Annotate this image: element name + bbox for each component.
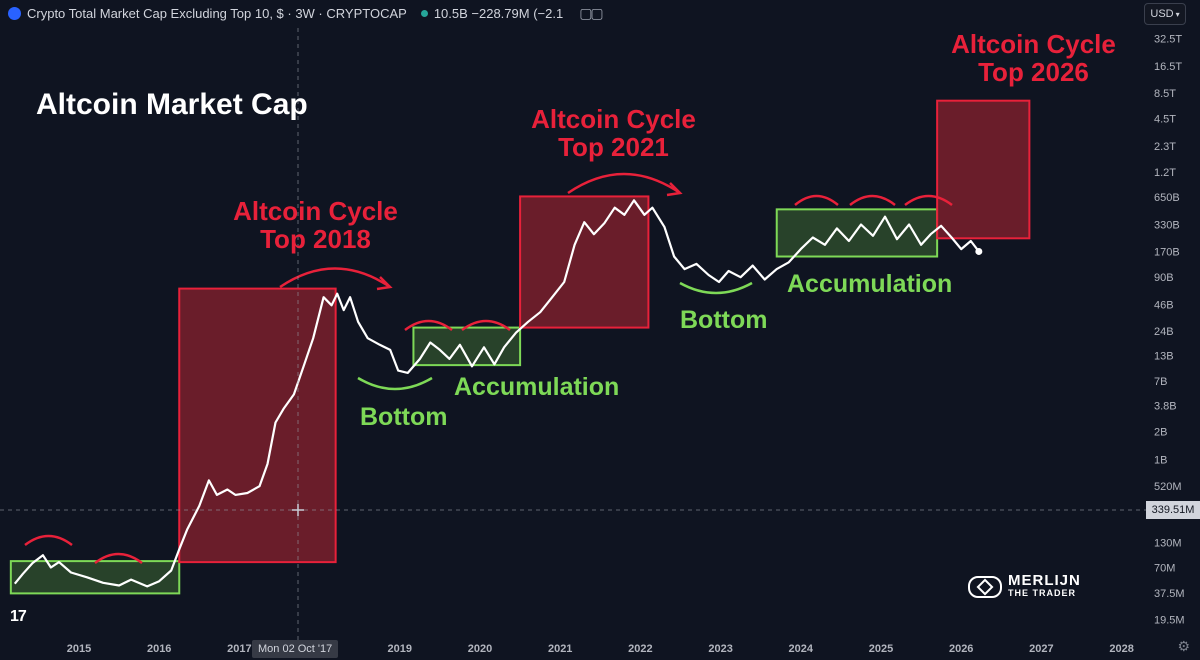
cycle-top-box-5	[936, 99, 1031, 240]
merlijn-subtitle: THE TRADER	[1008, 588, 1076, 598]
x-axis[interactable]: 2015201620172018201920202021202220232024…	[67, 643, 1134, 655]
red-hump-arc-0	[24, 534, 73, 547]
y-axis-tick-label: 90B	[1154, 272, 1174, 284]
y-axis-tick-label: 330B	[1154, 220, 1180, 232]
y-axis-tick-label: 16.5T	[1154, 61, 1182, 73]
label-top-2021-line1: Altcoin Cycle	[531, 104, 696, 134]
green-bottom-arc-1	[679, 281, 753, 295]
x-axis-tick-label: 2023	[708, 643, 732, 655]
label-accumulation-1: Accumulation	[454, 373, 620, 401]
red-hump-arc-4	[794, 194, 839, 206]
y-axis-tick-label: 2B	[1154, 427, 1167, 439]
market-status-dot	[420, 9, 428, 17]
gear-icon[interactable]: ⚙	[1177, 638, 1190, 654]
red-hump-arc-5	[849, 194, 896, 206]
red-hump-arc-3	[461, 319, 511, 332]
y-axis-tick-label: 1B	[1154, 455, 1167, 467]
x-axis-tick-label: 2026	[949, 643, 973, 655]
y-axis-tick-label: 130M	[1154, 537, 1182, 549]
merlijn-name: MERLIJN	[1008, 572, 1081, 589]
y-axis-tick-label: 13B	[1154, 351, 1174, 363]
ohlc-values: 10.5B −228.79M (−2.1	[433, 5, 564, 21]
label-top-2026-line1: Altcoin Cycle	[951, 29, 1116, 59]
y-axis-tick-label: 19.5M	[1154, 614, 1185, 626]
series-last-point-0	[975, 247, 983, 255]
accumulation-box-4	[775, 208, 939, 258]
red-hump-arc-1	[94, 552, 143, 565]
x-axis-tick-label: 2017	[227, 643, 251, 655]
label-bottom-1: Bottom	[360, 403, 448, 431]
y-axis-tick-label: 2.3T	[1154, 141, 1176, 153]
x-axis-tick-label: 2016	[147, 643, 171, 655]
red-arrow-arc-0	[279, 267, 391, 289]
cycle-top-box-1	[178, 287, 337, 564]
y-axis-tick-label: 520M	[1154, 481, 1182, 493]
crosshair-center-icon	[292, 504, 304, 516]
tradingview-logo[interactable]: 17	[10, 608, 27, 625]
y-axis-tick-label: 8.5T	[1154, 88, 1176, 100]
red-arrow-head-0	[376, 276, 393, 291]
x-axis-tick-label: 2028	[1109, 643, 1133, 655]
y-axis-tick-label: 70M	[1154, 563, 1175, 575]
merlijn-mark-icon	[968, 576, 1002, 598]
arc-annotations	[24, 172, 953, 565]
y-axis-tick-label: 3.8B	[1154, 401, 1177, 413]
x-axis-tick-label: 2027	[1029, 643, 1053, 655]
y-axis-tick-label: 46B	[1154, 299, 1174, 311]
label-top-2026: Altcoin Cycle Top 2026	[946, 30, 1121, 86]
y-axis[interactable]: 32.5T 16.5T 8.5T 4.5T 2.3T 1.2T 650B 330B 170B 90…	[1146, 28, 1200, 638]
currency-selector[interactable]: USD ▾	[1144, 3, 1186, 25]
chevron-down-icon: ▾	[1175, 9, 1180, 19]
accumulation-box-0	[9, 560, 181, 595]
y-axis-tick-label: 4.5T	[1154, 114, 1176, 126]
y-axis-tick-label: 37.5M	[1154, 588, 1185, 600]
green-bottom-arc-0	[357, 376, 433, 391]
y-axis-tick-label: 650B	[1154, 192, 1180, 204]
label-bottom-2: Bottom	[680, 306, 768, 334]
label-top-2018-line1: Altcoin Cycle	[233, 196, 398, 226]
layout-grid-icon[interactable]: ▢▢	[579, 4, 604, 21]
crosshair-price-label: 339.51M	[1146, 501, 1200, 519]
red-arrow-arc-1	[567, 172, 681, 195]
series-line-0	[13, 199, 980, 588]
y-axis-tick-label: 170B	[1154, 246, 1180, 258]
x-axis-tick-label: 2015	[67, 643, 91, 655]
label-top-2018: Altcoin Cycle Top 2018	[228, 197, 403, 253]
label-top-2021-line2: Top 2021	[558, 132, 669, 162]
x-axis-tick-label: 2021	[548, 643, 572, 655]
red-hump-arc-2	[404, 319, 453, 332]
crosshair-date-label: Mon 02 Oct '17	[252, 640, 339, 658]
y-axis-tick-label: 32.5T	[1154, 33, 1182, 45]
currency-label: USD	[1150, 8, 1174, 20]
x-axis-tick-label: 2024	[789, 643, 814, 655]
chart-header: Crypto Total Market Cap Excluding Top 10…	[0, 0, 604, 26]
symbol-title[interactable]: Crypto Total Market Cap Excluding Top 10…	[27, 5, 407, 21]
y-axis-tick-label: 1.2T	[1154, 167, 1176, 179]
label-top-2026-line2: Top 2026	[978, 57, 1089, 87]
y-axis-tick-label: 24B	[1154, 326, 1174, 338]
cryptocap-icon	[8, 6, 21, 20]
x-axis-tick-label: 2020	[468, 643, 492, 655]
label-top-2021: Altcoin Cycle Top 2021	[526, 105, 701, 161]
merlijn-logo: MERLIJN THE TRADER	[968, 572, 1081, 599]
cycle-top-box-3	[519, 195, 650, 329]
red-hump-arc-6	[904, 194, 953, 207]
region-boxes	[9, 99, 1031, 595]
merlijn-text: MERLIJN THE TRADER	[1008, 572, 1081, 599]
crosshair	[0, 28, 1146, 640]
chart-title: Altcoin Market Cap	[36, 88, 308, 121]
x-axis-tick-label: 2025	[869, 643, 893, 655]
label-accumulation-2: Accumulation	[787, 270, 953, 298]
red-arrow-head-1	[666, 182, 683, 197]
series-layer	[13, 199, 983, 588]
y-axis-tick-label: 7B	[1154, 376, 1167, 388]
label-top-2018-line2: Top 2018	[260, 224, 371, 254]
x-axis-tick-label: 2022	[628, 643, 652, 655]
x-axis-tick-label: 2019	[388, 643, 412, 655]
y-axis-background	[1146, 28, 1200, 638]
